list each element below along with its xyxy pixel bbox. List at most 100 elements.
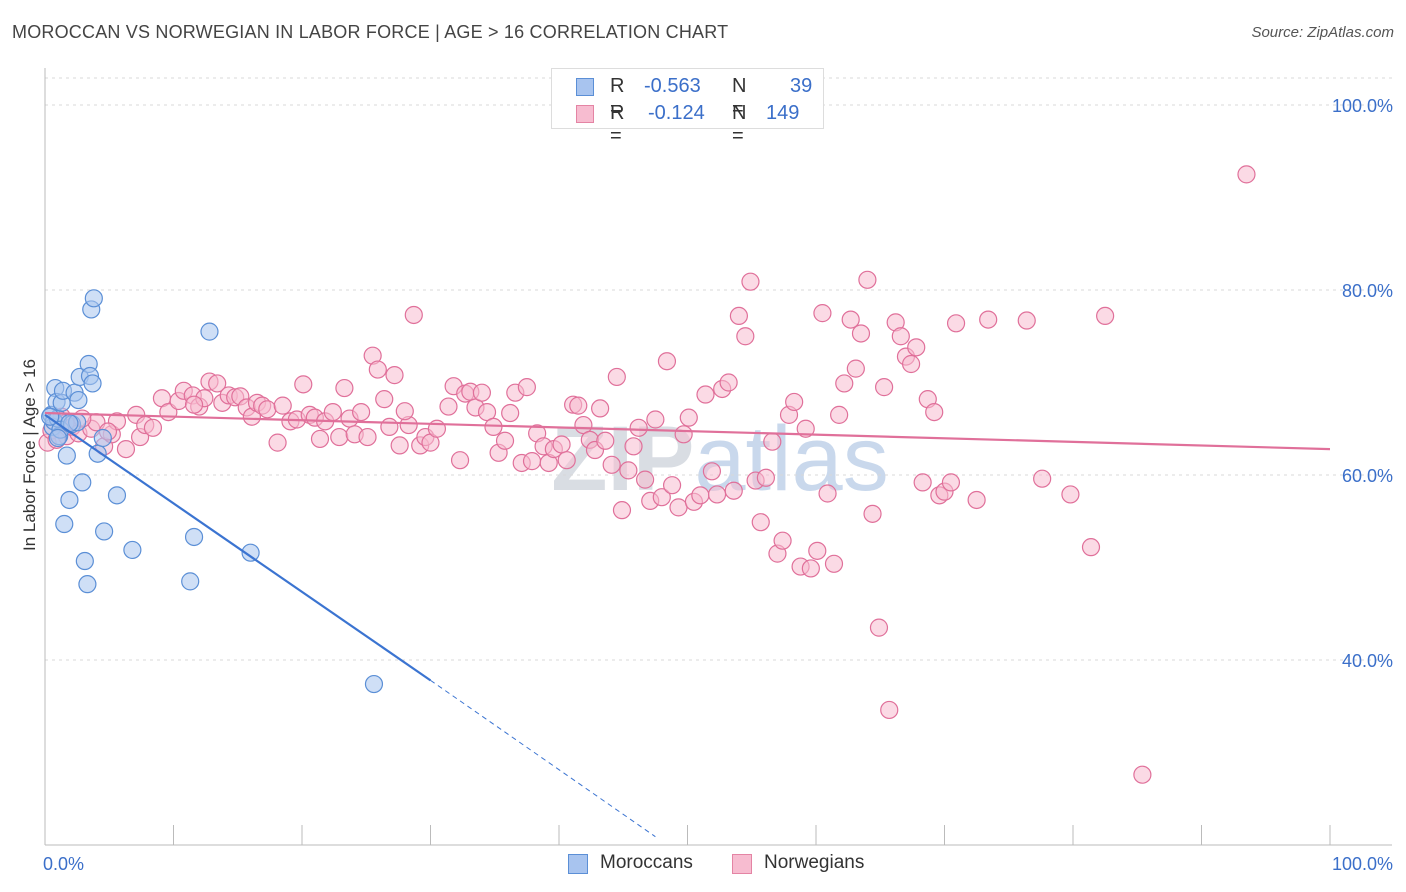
data-point-norwegians xyxy=(907,338,926,357)
data-point-norwegians xyxy=(591,399,610,418)
data-point-norwegians xyxy=(143,418,163,437)
data-point-norwegians xyxy=(801,559,820,578)
data-point-norwegians xyxy=(669,498,688,517)
data-point-norwegians xyxy=(880,700,899,720)
data-point-norwegians xyxy=(273,396,292,415)
data-point-norwegians xyxy=(729,306,749,325)
data-point-norwegians xyxy=(785,392,804,412)
data-point-norwegians xyxy=(808,541,827,560)
legend-swatch-norwegians xyxy=(732,854,752,874)
n-value-moroccans: 39 xyxy=(790,75,813,97)
data-point-norwegians xyxy=(552,435,571,454)
data-point-norwegians xyxy=(901,354,921,374)
axes xyxy=(44,68,1392,846)
data-point-moroccans xyxy=(55,514,74,534)
data-point-norwegians xyxy=(796,419,815,438)
data-point-norwegians xyxy=(629,418,648,437)
data-point-norwegians xyxy=(268,433,287,452)
legend-swatch-moroccans xyxy=(576,78,594,96)
data-point-norwegians xyxy=(607,367,626,387)
data-point-norwegians xyxy=(724,481,743,500)
data-point-norwegians xyxy=(835,374,854,393)
data-point-norwegians xyxy=(756,468,775,487)
data-point-norwegians xyxy=(891,327,910,346)
data-point-norwegians xyxy=(624,437,643,456)
data-point-norwegians xyxy=(869,618,889,637)
data-point-moroccans xyxy=(181,572,200,591)
data-point-norwegians xyxy=(335,378,354,398)
x-tick-label: 0.0% xyxy=(43,854,84,874)
data-point-moroccans xyxy=(95,522,114,541)
data-point-moroccans xyxy=(241,543,260,562)
data-point-norwegians xyxy=(612,501,632,520)
data-point-norwegians xyxy=(310,429,330,449)
n-value-norwegians: 149 xyxy=(766,102,800,124)
data-point-norwegians xyxy=(773,531,792,550)
data-point-norwegians xyxy=(385,366,404,385)
y-tick-label: 100.0% xyxy=(1332,96,1393,116)
data-point-norwegians xyxy=(863,504,882,523)
data-point-norwegians xyxy=(875,378,894,397)
data-point-norwegians xyxy=(375,390,394,409)
y-tick-label: 80.0% xyxy=(1342,281,1393,301)
data-point-moroccans xyxy=(83,374,102,393)
data-point-norwegians xyxy=(352,403,371,422)
data-point-norwegians xyxy=(679,408,698,427)
data-point-norwegians xyxy=(484,417,503,436)
data-point-moroccans xyxy=(84,289,103,308)
data-point-norwegians xyxy=(674,425,693,444)
series-norwegians xyxy=(38,165,1256,784)
data-point-moroccans xyxy=(184,527,204,547)
data-point-norwegians xyxy=(763,432,782,451)
data-point-norwegians xyxy=(707,485,727,504)
data-point-norwegians xyxy=(1033,469,1052,488)
source-credit: Source: ZipAtlas.com xyxy=(1251,24,1394,41)
r-value-moroccans: -0.563 xyxy=(644,75,701,97)
data-point-moroccans xyxy=(75,551,94,571)
data-point-norwegians xyxy=(979,310,998,329)
data-point-norwegians xyxy=(846,359,865,378)
data-point-norwegians xyxy=(557,451,576,470)
data-point-norwegians xyxy=(719,373,738,392)
data-point-norwegians xyxy=(208,374,227,393)
trend-lines xyxy=(44,411,1331,838)
legend-label-moroccans: Moroccans xyxy=(600,852,693,873)
r-value-norwegians: -0.124 xyxy=(648,102,705,124)
data-point-norwegians xyxy=(657,352,677,371)
data-point-norwegians xyxy=(501,403,520,423)
data-point-norwegians xyxy=(439,397,458,416)
data-point-moroccans xyxy=(123,540,142,560)
data-point-norwegians xyxy=(913,473,932,492)
data-point-moroccans xyxy=(364,674,384,694)
data-point-moroccans xyxy=(60,414,79,433)
data-point-norwegians xyxy=(967,490,986,510)
data-point-moroccans xyxy=(60,490,79,510)
data-point-norwegians xyxy=(702,462,722,481)
data-point-norwegians xyxy=(619,461,638,480)
x-tick-label: 100.0% xyxy=(1332,854,1393,874)
n-label: N = xyxy=(732,102,747,147)
data-point-norwegians xyxy=(395,402,414,421)
data-point-norwegians xyxy=(691,486,710,505)
data-point-norwegians xyxy=(652,488,671,507)
data-point-norwegians xyxy=(368,360,387,379)
points-layer xyxy=(38,165,1256,784)
data-point-norwegians xyxy=(184,395,204,414)
legend-swatch-moroccans xyxy=(568,854,588,874)
data-point-norwegians xyxy=(925,403,944,422)
data-point-norwegians xyxy=(696,385,715,404)
data-point-norwegians xyxy=(380,417,399,436)
data-point-norwegians xyxy=(258,400,277,419)
data-point-norwegians xyxy=(522,452,542,471)
data-point-moroccans xyxy=(69,390,88,410)
data-point-norwegians xyxy=(569,396,588,415)
data-point-norwegians xyxy=(841,310,860,329)
data-point-norwegians xyxy=(1133,765,1152,784)
data-point-moroccans xyxy=(78,575,97,594)
data-point-norwegians xyxy=(330,427,349,447)
y-tick-label: 60.0% xyxy=(1342,466,1393,486)
data-point-moroccans xyxy=(73,473,92,492)
data-point-moroccans xyxy=(48,428,67,448)
series-moroccans xyxy=(41,289,384,694)
